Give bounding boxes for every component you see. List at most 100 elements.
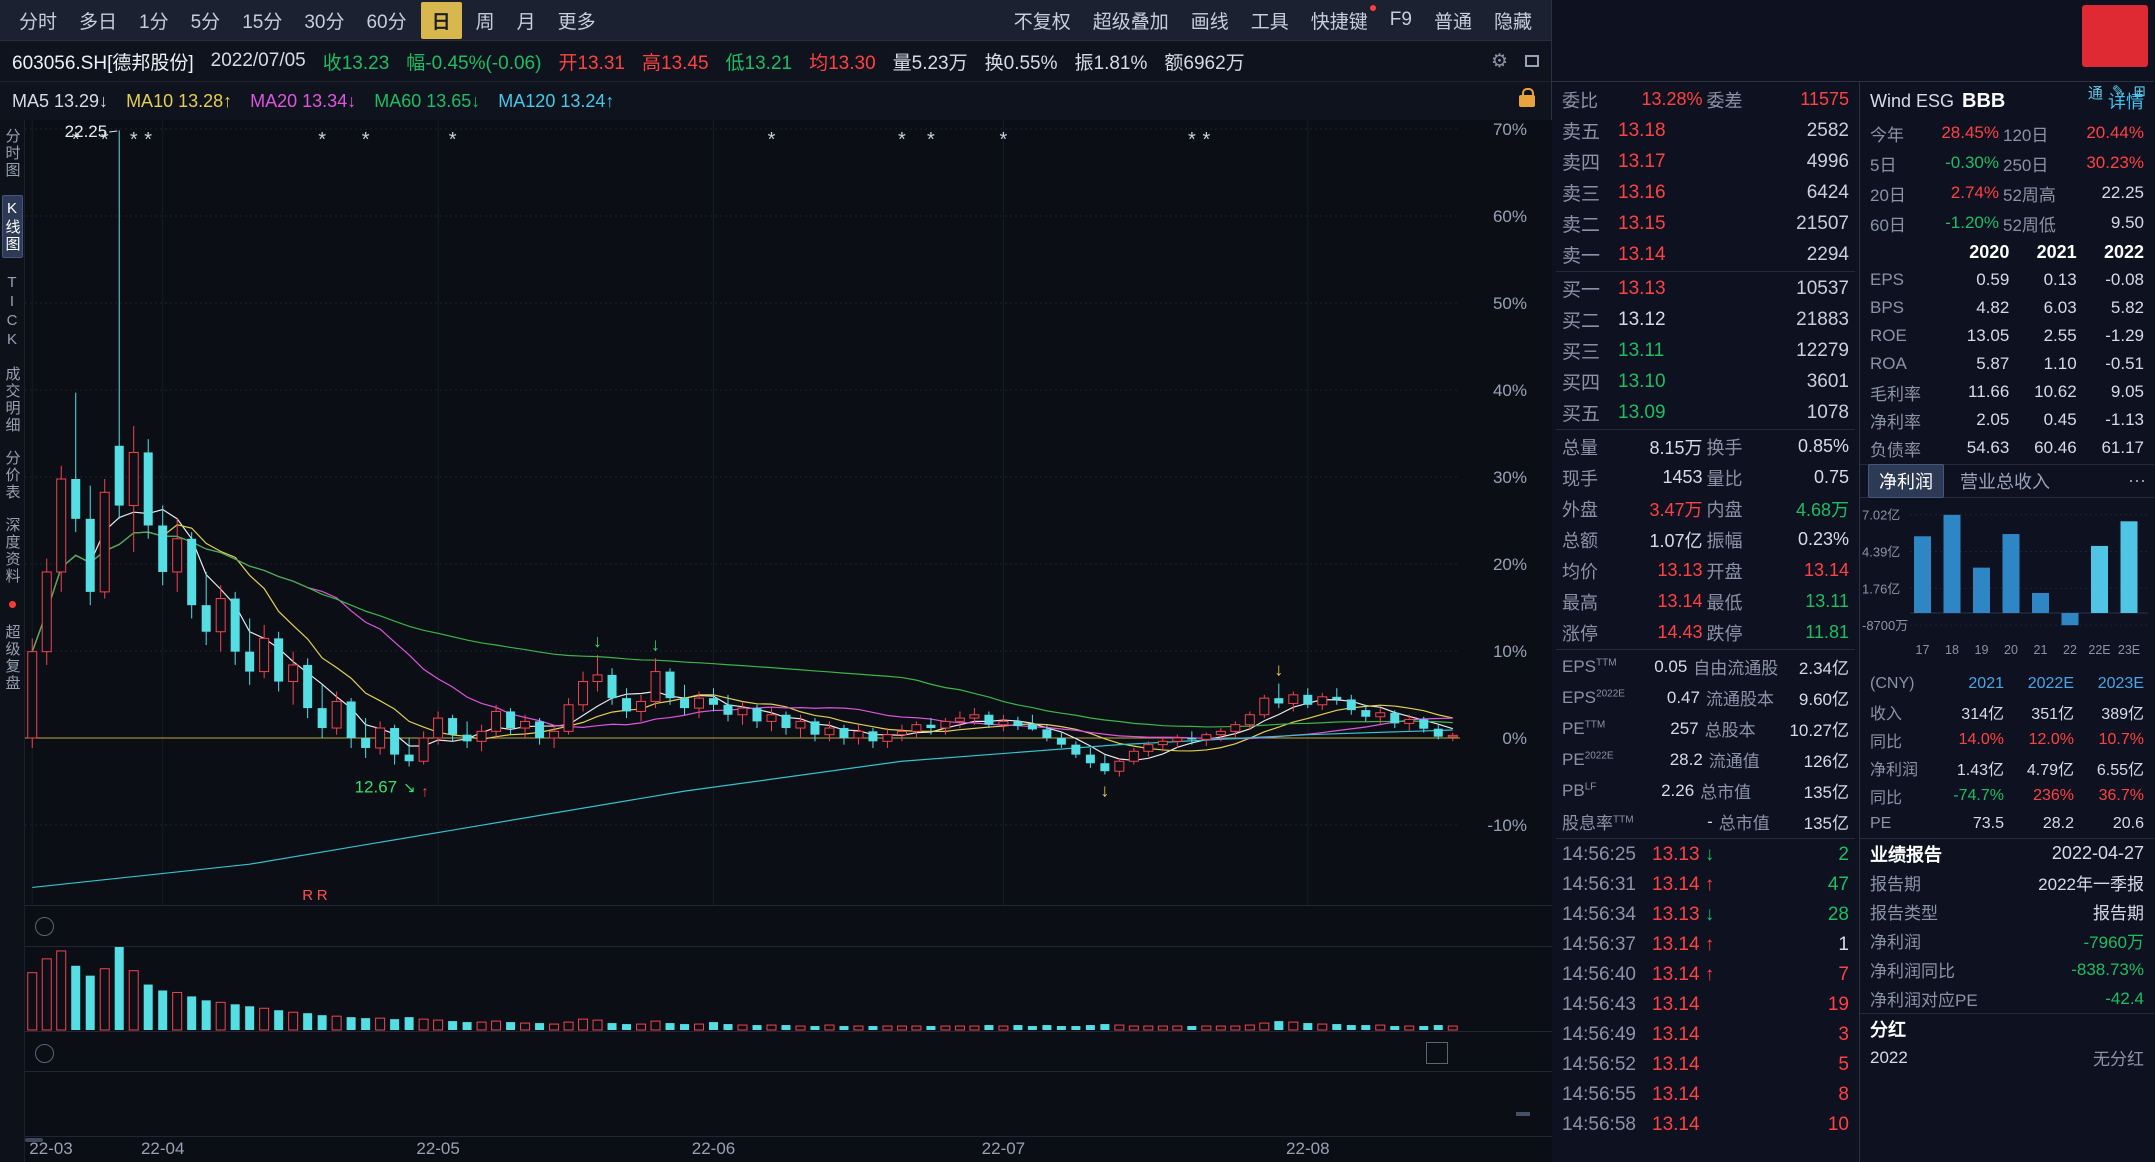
help-icon[interactable]: [35, 916, 54, 936]
bid-row[interactable]: 买二 13.12 21883: [1552, 304, 1859, 335]
rail-item-1[interactable]: K线图: [1, 195, 23, 258]
dividend-year: 2022: [1870, 1047, 1908, 1067]
period-tab-7[interactable]: 日: [420, 1, 462, 39]
help-icon[interactable]: [35, 1043, 54, 1063]
performance-row-1: 5日 -0.30% 250日 30.23%: [1860, 148, 2154, 178]
tape-price-cell: 13.14: [1652, 1114, 1791, 1136]
ask-row-label: 卖五: [1562, 122, 1601, 143]
main-chart-svg[interactable]: 70% 60% 50% 40% 30% 20% 10% 0% -10% 22-03 22-04 22-…: [25, 120, 1552, 1162]
rail-item-6[interactable]: 超级复盘: [3, 624, 21, 692]
tape-row-6: 14:56:49 13.14 3: [1552, 1020, 1859, 1050]
ask-row[interactable]: 卖五 13.18 2582: [1552, 115, 1859, 146]
info-segment-6: 低13.21: [725, 52, 793, 74]
tape-price-cell: 13.14: [1652, 1024, 1791, 1046]
period-tab-1[interactable]: 多日: [79, 11, 118, 33]
bid-row[interactable]: 买四 13.10 3601: [1552, 366, 1859, 397]
info-bar: 603056.SH[德邦股份] 2022/07/05 收13.23 幅-0.45%(-…: [0, 41, 1551, 82]
stat-label: 现手: [1562, 468, 1598, 489]
macd-header: [25, 1034, 1462, 1072]
rail-item-2[interactable]: TICK: [3, 274, 21, 350]
stat-label: 最低: [1706, 592, 1743, 613]
svg-text:*: *: [362, 129, 370, 151]
perf-value: -0.30%: [1945, 153, 1999, 172]
ask-row[interactable]: 卖一 13.14 2294: [1552, 239, 1859, 270]
bid-row[interactable]: 买五 13.09 1078: [1552, 397, 1859, 428]
esg-detail-link[interactable]: 详情: [2108, 92, 2144, 112]
toolbar-action-2[interactable]: 画线: [1190, 11, 1229, 33]
cny-row-label: 收入: [1870, 706, 1903, 723]
bid-row-price: 13.13: [1618, 277, 1666, 299]
period-tab-8[interactable]: 周: [475, 11, 495, 33]
tape-price-cell: 13.14 ↑: [1652, 874, 1791, 896]
svg-text:↓: ↓: [593, 631, 602, 651]
cny-row-value: 314亿: [1961, 706, 2004, 723]
stat-row-4: 均价 13.13 开盘 13.14: [1552, 555, 1859, 586]
crosshair-date-box: [25, 1138, 43, 1142]
toolbar-action-6[interactable]: 普通: [1433, 11, 1472, 33]
lock-icon[interactable]: [1519, 88, 1535, 107]
metric-label: EPS: [1870, 270, 1905, 289]
more-options-icon[interactable]: ⋯: [2128, 470, 2146, 491]
tab-0[interactable]: 净利润: [1868, 464, 1944, 498]
period-tab-6[interactable]: 60分: [366, 11, 407, 33]
chart-plots[interactable]: 70% 60% 50% 40% 30% 20% 10% 0% -10% 22-03 22-04 22-…: [25, 120, 1552, 1162]
period-tab-5[interactable]: 30分: [304, 11, 345, 33]
toolbar-action-7[interactable]: 隐藏: [1493, 11, 1532, 33]
period-tab-2[interactable]: 1分: [139, 11, 169, 33]
cny-table-row-2: 净利润 1.43亿 4.79亿 6.55亿: [1860, 754, 2154, 782]
chart-panel: 分时 多日 1分 5分 15分 30分 60分日周月更多 不复权 超级叠加 画线 工具 快捷键 F9 普…: [0, 0, 1552, 1162]
period-tab-3[interactable]: 5分: [190, 11, 221, 33]
period-tab-4[interactable]: 15分: [242, 11, 283, 33]
fundamental-label: EPS2022E: [1562, 687, 1625, 707]
period-tab-10[interactable]: 更多: [557, 11, 596, 33]
fundamental-value: 257: [1670, 718, 1699, 738]
period-tab-0[interactable]: 分时: [19, 11, 58, 33]
svg-text:*: *: [144, 129, 152, 151]
stat-label: 振幅: [1706, 530, 1743, 551]
metric-label: ROE: [1870, 326, 1907, 345]
cny-table-row-0: 收入 314亿 351亿 389亿: [1860, 698, 2154, 726]
trade-now-button[interactable]: [2082, 5, 2148, 67]
rail-item-4[interactable]: 分价表: [3, 450, 21, 501]
svg-text:17: 17: [1916, 643, 1930, 657]
bid-row[interactable]: 买三 13.11 12279: [1552, 335, 1859, 366]
period-tab-9[interactable]: 月: [516, 11, 536, 33]
header-icon-0[interactable]: 通: [2087, 85, 2103, 102]
down-arrow-icon: ↓: [1699, 844, 1715, 865]
rail-item-5[interactable]: 深度资料: [3, 517, 21, 585]
years-table-header: 2020 2021 2022: [1860, 238, 2154, 266]
popout-icon[interactable]: [1525, 55, 1539, 67]
ask-row[interactable]: 卖二 13.15 21507: [1552, 208, 1859, 239]
year-header: 2020: [1969, 241, 2010, 262]
perf-label: 52周低: [2003, 215, 2056, 235]
tab-1[interactable]: 营业总收入: [1960, 472, 2050, 492]
rail-item-0[interactable]: 分时图: [3, 128, 21, 179]
tape-price-cell: 13.14: [1652, 994, 1791, 1016]
cny-row-value: 6.55亿: [2096, 762, 2144, 779]
toolbar-action-3[interactable]: 工具: [1250, 11, 1289, 33]
tape-time: 14:56:55: [1562, 1084, 1636, 1105]
header-icon-2[interactable]: ⊞: [2133, 83, 2146, 100]
fundamental-label: 流通股本: [1705, 690, 1774, 709]
bid-row-price: 13.09: [1618, 401, 1666, 423]
toolbar-action-0[interactable]: 不复权: [1013, 11, 1071, 33]
ask-row[interactable]: 卖四 13.17 4996: [1552, 146, 1859, 177]
close-macd-icon[interactable]: [1426, 1042, 1448, 1064]
toolbar-left: 分时 多日 1分 5分 15分 30分 60分日周月更多: [8, 1, 607, 39]
stat-label: 开盘: [1706, 561, 1743, 582]
rail-item-3[interactable]: 成交明细: [3, 366, 21, 434]
report-title: 业绩报告: [1870, 844, 1942, 865]
toolbar-action-5[interactable]: F9: [1389, 9, 1412, 30]
settings-gear-icon[interactable]: ⚙: [1490, 50, 1508, 72]
bid-row[interactable]: 买一 13.13 10537: [1552, 273, 1859, 304]
bid-row-qty: 10537: [1796, 277, 1849, 299]
header-icon-1[interactable]: ✎: [2111, 83, 2125, 100]
toolbar-action-4[interactable]: 快捷键: [1300, 2, 1379, 39]
date-range-control[interactable]: [1499, 88, 1539, 107]
fundamental-label: 股息率TTM: [1562, 814, 1634, 833]
tape-price: 13.14: [1652, 1084, 1700, 1105]
tape-price: 13.13: [1652, 844, 1700, 865]
ask-row[interactable]: 卖三 13.16 6424: [1552, 177, 1859, 208]
bid-row-qty: 21883: [1796, 308, 1849, 330]
toolbar-action-1[interactable]: 超级叠加: [1092, 11, 1169, 33]
